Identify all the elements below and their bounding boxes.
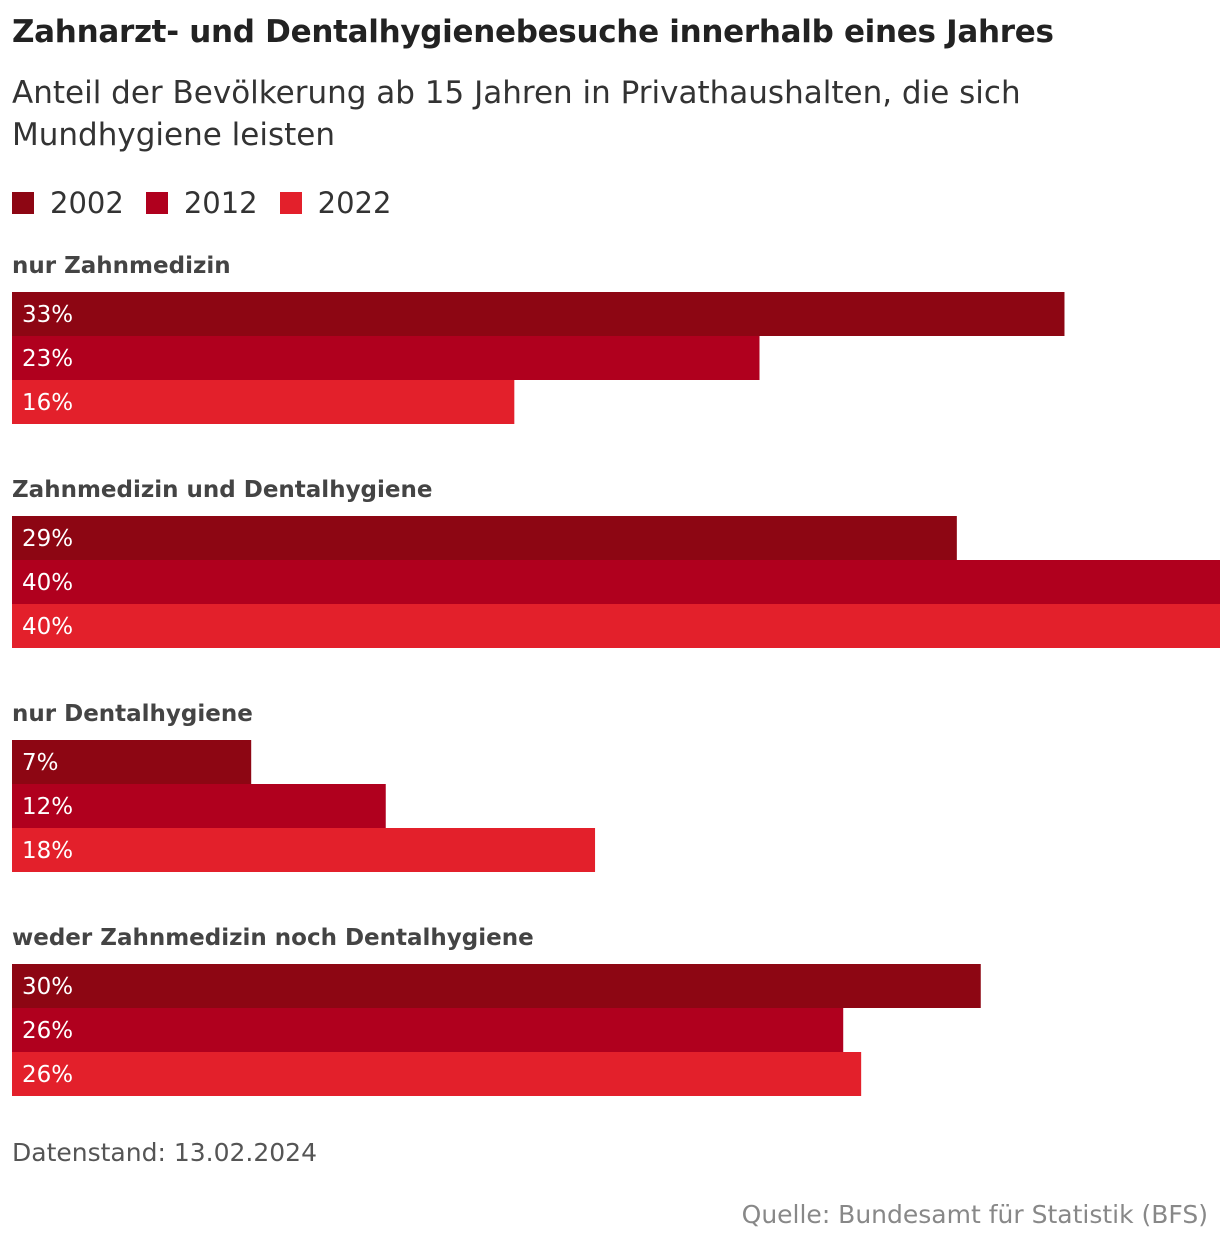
legend: 2002 2012 2022: [12, 186, 413, 220]
bar-zahnmedizin-und-dentalhygiene-2002: [12, 516, 957, 560]
bar-nur-dentalhygiene-2002: [12, 740, 252, 784]
legend-swatch-2002: [12, 192, 34, 214]
legend-label-2012: 2012: [183, 186, 258, 220]
legend-swatch-2022: [279, 192, 302, 214]
bar-value-label-nur-dentalhygiene-2022: 18%: [22, 838, 73, 864]
legend-label-2002: 2002: [50, 186, 124, 220]
category-label-nur-zahnmedizin: nur Zahnmedizin: [12, 253, 231, 279]
bar-value-label-nur-dentalhygiene-2002: 7%: [22, 750, 59, 776]
bar-weder-zahnmedizin-noch-dentalhygiene-2002: [12, 964, 981, 1008]
bar-weder-zahnmedizin-noch-dentalhygiene-2012: [12, 1008, 844, 1052]
bar-value-label-weder-zahnmedizin-noch-dentalhygiene-2012: 26%: [22, 1018, 73, 1044]
source-note: Quelle: Bundesamt für Statistik (BFS): [741, 1200, 1208, 1229]
category-label-nur-dentalhygiene: nur Dentalhygiene: [12, 701, 253, 727]
category-label-zahnmedizin-und-dentalhygiene: Zahnmedizin und Dentalhygiene: [12, 477, 432, 503]
chart-title: Zahnarzt- und Dentalhygienebesuche inner…: [12, 14, 1054, 50]
bar-nur-dentalhygiene-2012: [12, 784, 386, 828]
legend-item-2012: 2012: [145, 186, 258, 220]
bar-chart: nur Zahnmedizin 33% 23% 16% Zahnmedizin und …: [12, 253, 1220, 1096]
category-label-weder-zahnmedizin-noch-dentalhygiene: weder Zahnmedizin noch Dentalhygiene: [12, 925, 534, 951]
legend-swatch-2012: [145, 192, 168, 214]
bar-value-label-weder-zahnmedizin-noch-dentalhygiene-2022: 26%: [22, 1062, 73, 1088]
bar-zahnmedizin-und-dentalhygiene-2012: [12, 560, 1220, 604]
chart-subtitle: Anteil der Bevölkerung ab 15 Jahren in P…: [12, 75, 1021, 153]
bar-value-label-nur-zahnmedizin-2022: 16%: [22, 390, 73, 416]
bar-weder-zahnmedizin-noch-dentalhygiene-2022: [12, 1052, 862, 1096]
legend-label-2022: 2022: [317, 186, 392, 220]
legend-item-2022: 2022: [279, 186, 392, 220]
bar-value-label-zahnmedizin-und-dentalhygiene-2012: 40%: [22, 570, 73, 596]
bar-value-label-zahnmedizin-und-dentalhygiene-2002: 29%: [22, 526, 73, 552]
bar-value-label-weder-zahnmedizin-noch-dentalhygiene-2002: 30%: [22, 974, 73, 1000]
bar-value-label-zahnmedizin-und-dentalhygiene-2022: 40%: [22, 614, 73, 640]
bar-value-label-nur-zahnmedizin-2002: 33%: [22, 302, 73, 328]
data-date-note: Datenstand: 13.02.2024: [12, 1138, 317, 1167]
bar-value-label-nur-dentalhygiene-2012: 12%: [22, 794, 73, 820]
bar-zahnmedizin-und-dentalhygiene-2022: [12, 604, 1220, 648]
bar-nur-zahnmedizin-2022: [12, 380, 515, 424]
bar-nur-zahnmedizin-2012: [12, 336, 760, 380]
legend-item-2002: 2002: [12, 186, 124, 220]
bar-nur-zahnmedizin-2002: [12, 292, 1065, 336]
bar-value-label-nur-zahnmedizin-2012: 23%: [22, 346, 73, 372]
bar-nur-dentalhygiene-2022: [12, 828, 596, 872]
